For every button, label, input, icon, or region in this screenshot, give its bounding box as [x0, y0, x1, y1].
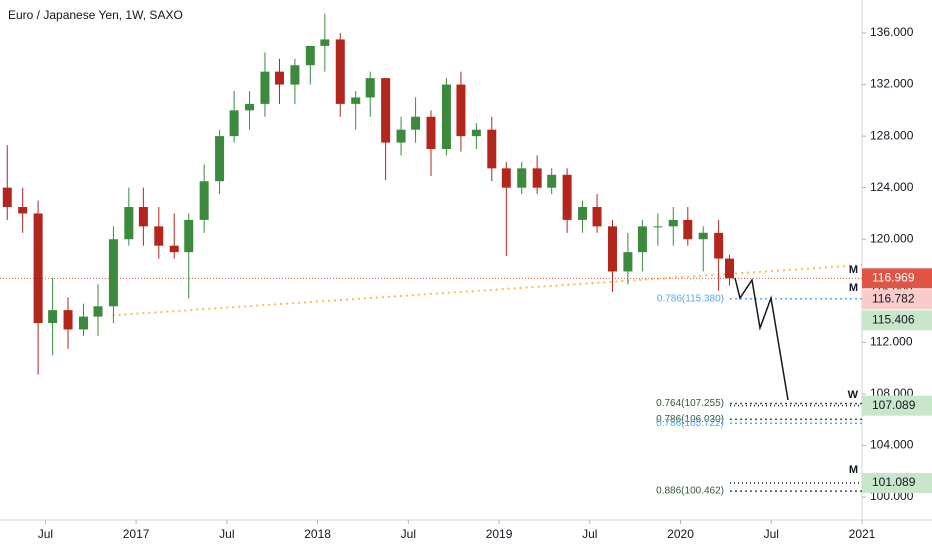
price-badge-label: 116.969 [872, 270, 915, 284]
candle-body [487, 129, 497, 169]
chart-title: Euro / Japanese Yen, 1W, SAXO [8, 8, 183, 22]
fib-level-label: 0.886(100.462) [656, 486, 724, 497]
candle-body [396, 129, 406, 143]
candle-body [426, 116, 436, 150]
candle-body [229, 110, 239, 137]
y-tick-label: 128.000 [870, 128, 914, 142]
candle-body [623, 252, 633, 272]
candle-body [592, 207, 602, 227]
candle-body [683, 219, 693, 240]
price-badge [862, 268, 932, 289]
fib-level-label: 0.786(115.380) [657, 293, 724, 304]
y-tick-label: 112.000 [870, 335, 913, 349]
y-tick-label: 104.000 [870, 438, 914, 452]
candle-body [48, 310, 58, 324]
candle-body [517, 168, 527, 188]
candle-body [637, 226, 647, 253]
candle-body [441, 84, 451, 150]
candle-body [456, 84, 466, 137]
pattern-mark: M [849, 264, 858, 276]
candle-body [320, 39, 330, 46]
price-badge-label: 101.089 [872, 475, 916, 489]
x-tick-label: 2017 [123, 527, 150, 541]
candle-body [93, 306, 103, 317]
price-badge [862, 310, 932, 331]
candle-body [714, 232, 724, 259]
x-tick-label: Jul [38, 527, 53, 541]
price-badge-label: 116.782 [872, 291, 915, 305]
candle-body [18, 207, 28, 214]
candle-body [260, 71, 270, 104]
candle-body [547, 174, 557, 188]
candles-layer [2, 13, 735, 375]
price-badge [862, 473, 932, 494]
candle-body [668, 219, 678, 227]
trendline [112, 264, 863, 317]
candle-body [578, 207, 588, 220]
x-tick-label: Jul [401, 527, 416, 541]
projection-path [734, 277, 789, 401]
candle-body [290, 65, 300, 85]
x-tick-label: 2021 [849, 527, 876, 541]
x-tick-label: 2020 [667, 527, 694, 541]
candle-body [274, 71, 284, 85]
candle-body [562, 174, 572, 220]
candle-body [305, 45, 315, 66]
candle-body [501, 168, 511, 188]
candle-body [108, 239, 118, 307]
candle-body [381, 78, 391, 143]
labels-layer: 100.000104.000108.000112.000116.000120.0… [38, 25, 932, 541]
fib-level-label: 0.764(107.255) [656, 398, 724, 409]
x-tick-label: 2018 [304, 527, 331, 541]
pattern-mark: M [849, 282, 858, 294]
candle-body [138, 207, 148, 227]
fib-level-label: 0.786(106.030) [656, 414, 724, 425]
candle-body [184, 219, 194, 253]
pattern-mark: M [849, 464, 858, 476]
x-tick-label: Jul [582, 527, 597, 541]
candle-body [471, 129, 481, 137]
candle-body [411, 116, 421, 130]
candle-body [607, 226, 617, 272]
candle-body [532, 168, 542, 188]
candle-body [124, 207, 134, 240]
x-tick-label: Jul [219, 527, 234, 541]
fib-level-label: 0.786(105.722) [656, 418, 724, 429]
candle-body [199, 181, 209, 220]
y-tick-label: 120.000 [870, 231, 914, 245]
candle-body [351, 97, 361, 104]
lines-layer [0, 32, 866, 524]
y-tick-label: 124.000 [870, 180, 914, 194]
price-badge-label: 107.089 [872, 398, 916, 412]
price-badge-label: 115.406 [872, 312, 915, 326]
candle-body [725, 258, 735, 279]
price-badge [862, 395, 932, 416]
candle-body [169, 245, 179, 253]
price-badge [862, 289, 932, 310]
pattern-mark: W [848, 389, 859, 401]
candle-body [78, 316, 88, 330]
candle-body [245, 103, 255, 111]
candle-body [698, 232, 708, 240]
x-tick-label: Jul [764, 527, 779, 541]
y-tick-label: 132.000 [870, 77, 914, 91]
candle-body [653, 226, 663, 228]
candle-body [154, 226, 164, 246]
candle-body [63, 310, 73, 330]
candle-body [335, 39, 345, 104]
candle-body [33, 213, 43, 324]
candle-body [2, 187, 12, 208]
candle-body [215, 136, 225, 182]
x-tick-label: 2019 [486, 527, 513, 541]
candle-body [365, 78, 375, 98]
y-tick-label: 136.000 [870, 25, 914, 39]
